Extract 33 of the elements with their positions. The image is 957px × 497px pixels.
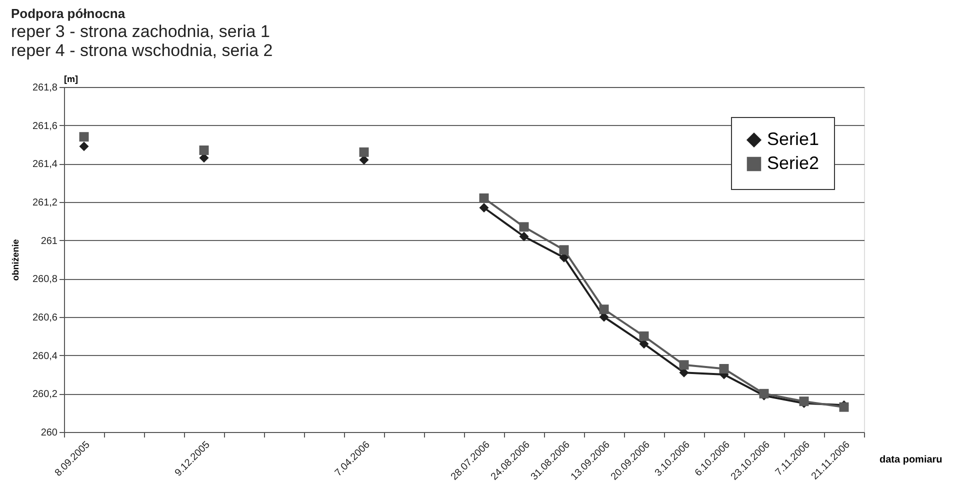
y-tick-label: 261,2 xyxy=(32,198,58,208)
point xyxy=(599,304,609,314)
x-axis-title: data pomiaru xyxy=(880,454,942,466)
point xyxy=(359,155,369,165)
point xyxy=(639,331,649,341)
legend-label: Serie2 xyxy=(767,153,820,173)
point xyxy=(639,339,649,349)
point xyxy=(479,193,489,203)
y-tick-label: 260,8 xyxy=(32,274,58,286)
point xyxy=(679,360,689,370)
point xyxy=(519,232,529,242)
y-tick-label: 260,4 xyxy=(32,350,58,362)
y-tick-label: 260 xyxy=(40,428,58,438)
text: reper 3 - strona zachodnia, seria 1 xyxy=(10,22,270,41)
text: [m] xyxy=(64,74,78,84)
y-axis-title: obniżenie xyxy=(10,239,20,281)
point xyxy=(79,132,89,142)
point xyxy=(559,245,569,255)
point xyxy=(79,142,89,152)
point xyxy=(199,146,209,155)
point xyxy=(359,147,369,157)
chart-title: Podpora północna xyxy=(10,6,126,21)
point xyxy=(519,222,529,232)
y-tick-label: 261,6 xyxy=(32,120,58,132)
point xyxy=(479,203,489,212)
y-tick-label: 261,4 xyxy=(32,159,58,170)
point xyxy=(719,364,729,374)
y-tick-label: 260,2 xyxy=(32,389,58,400)
y-tick-label: 261 xyxy=(40,236,58,247)
text: reper 4 - strona wschodnia, seria 2 xyxy=(10,41,273,60)
y-tick-label: 260,6 xyxy=(32,312,58,324)
legend-label: Serie1 xyxy=(767,129,820,149)
y-tick-label: 261,8 xyxy=(32,82,58,94)
